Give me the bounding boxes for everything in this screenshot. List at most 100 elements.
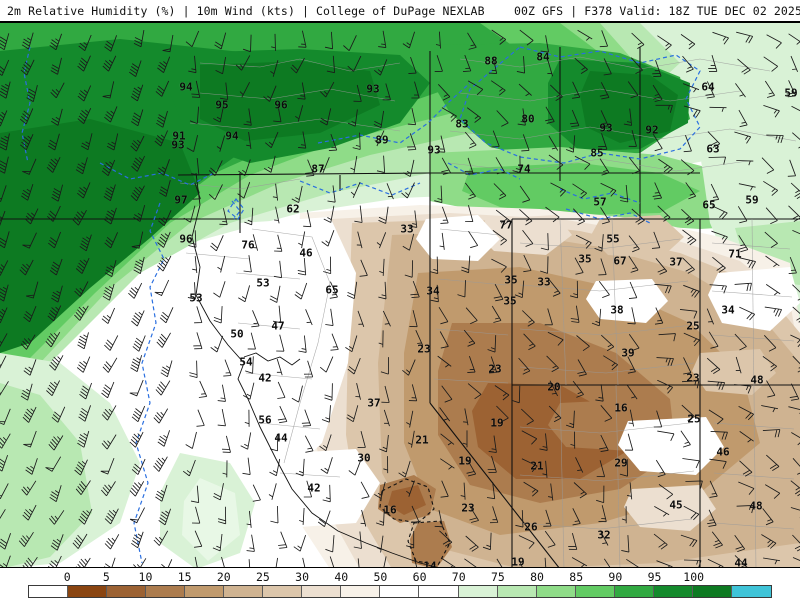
wind-barb (790, 480, 800, 497)
wind-barb (48, 231, 61, 249)
colorbar-tick: 30 (295, 570, 310, 584)
wind-barb (153, 530, 169, 546)
wind-barb (210, 335, 224, 353)
wind-barb (550, 182, 567, 197)
wind-barb (47, 205, 61, 222)
wind-barb (591, 308, 602, 327)
wind-barb (712, 256, 726, 273)
wind-barb (573, 482, 587, 499)
wind-barb (708, 409, 724, 425)
colorbar-tick: 25 (256, 570, 270, 584)
wind-barb (268, 483, 277, 500)
wind-barb (270, 60, 279, 77)
wind-barb (764, 231, 778, 248)
wind-barb (103, 184, 116, 202)
wind-barb (540, 256, 549, 274)
wind-barb (787, 159, 796, 177)
rh-core-pacific-deep (0, 119, 200, 353)
wind-barb (736, 160, 754, 166)
wind-barb (102, 55, 117, 72)
colorbar-panel: 0 5 10 15 20 25 30 40 50 60 70 75 80 85 90 95 100 (0, 568, 800, 600)
wind-barb (707, 131, 721, 148)
wind-barb (51, 184, 64, 202)
wind-barb (572, 380, 584, 398)
wind-barb (194, 306, 203, 324)
wind-barb (598, 281, 610, 298)
wind-barb (101, 405, 117, 421)
colorbar-tick: 75 (490, 570, 505, 584)
wind-barb (406, 531, 415, 549)
wind-barb (22, 406, 37, 423)
wind-barb (464, 157, 474, 175)
wind-barb (383, 556, 387, 567)
wind-barb (100, 481, 116, 497)
colorbar[interactable] (28, 585, 772, 598)
wind-barb (129, 379, 144, 397)
colorbar-segment (341, 586, 381, 597)
wind-barb (658, 158, 673, 174)
wind-barb (626, 558, 639, 567)
wind-barb (519, 185, 531, 203)
wind-barb (790, 334, 800, 348)
wind-barb (275, 557, 279, 567)
wind-barb (467, 383, 482, 400)
wind-barb (411, 81, 420, 99)
colorbar-tick: 15 (177, 570, 192, 584)
map-canvas[interactable]: 94 95 96 93 88 84 64 59 91 94 93 89 93 83 80 93 92 85 63 87… (0, 22, 800, 568)
wind-barb (709, 458, 727, 469)
wind-barb (514, 280, 525, 298)
wind-barb (464, 131, 477, 149)
wind-barb (196, 409, 205, 427)
wind-barb (298, 231, 306, 249)
wind-barb (235, 55, 251, 71)
wind-barb (49, 258, 63, 276)
wind-barb (298, 30, 307, 48)
wind-barb (763, 557, 780, 565)
wind-barb (464, 558, 477, 567)
colorbar-segment (458, 586, 498, 597)
wind-barb (792, 355, 800, 373)
wind-barb (466, 459, 477, 477)
wind-barb (439, 331, 449, 349)
wind-barb (378, 281, 387, 300)
wind-barb (303, 480, 313, 498)
wind-barb (319, 356, 334, 373)
wind-barb (217, 255, 226, 273)
wind-barb (402, 31, 416, 49)
wind-barb (22, 158, 37, 175)
wind-barb (518, 535, 535, 549)
wind-barb (217, 506, 227, 525)
wind-barb (488, 435, 497, 453)
wind-barb (242, 34, 252, 53)
wind-barb (791, 105, 800, 112)
wind-barb (630, 57, 643, 74)
wind-barb (569, 109, 580, 127)
wind-barb (652, 133, 663, 152)
wind-barb (221, 435, 231, 453)
wind-barb (215, 57, 227, 75)
wind-barb (652, 84, 663, 103)
wind-barb (763, 56, 778, 72)
wind-barb (273, 260, 283, 279)
colorbar-tick: 95 (647, 570, 662, 584)
wind-barb (406, 480, 415, 497)
wind-barb (599, 30, 608, 48)
wind-barb (246, 131, 252, 149)
wind-barb (680, 159, 695, 176)
wind-barb (574, 155, 591, 170)
wind-barb (295, 458, 305, 477)
wind-barb (214, 32, 227, 50)
wind-barb (380, 357, 389, 375)
colorbar-segment (536, 586, 576, 597)
wind-barb (263, 85, 277, 102)
wind-barb (131, 109, 144, 127)
wind-barb (708, 54, 718, 72)
wind-barb (133, 204, 146, 222)
wind-barb (493, 284, 504, 302)
wind-barb (682, 229, 697, 246)
wind-barb (271, 33, 276, 51)
wind-barb (78, 508, 93, 525)
wind-barb (80, 133, 93, 151)
wind-barb (213, 306, 223, 324)
wind-barb (496, 405, 509, 423)
